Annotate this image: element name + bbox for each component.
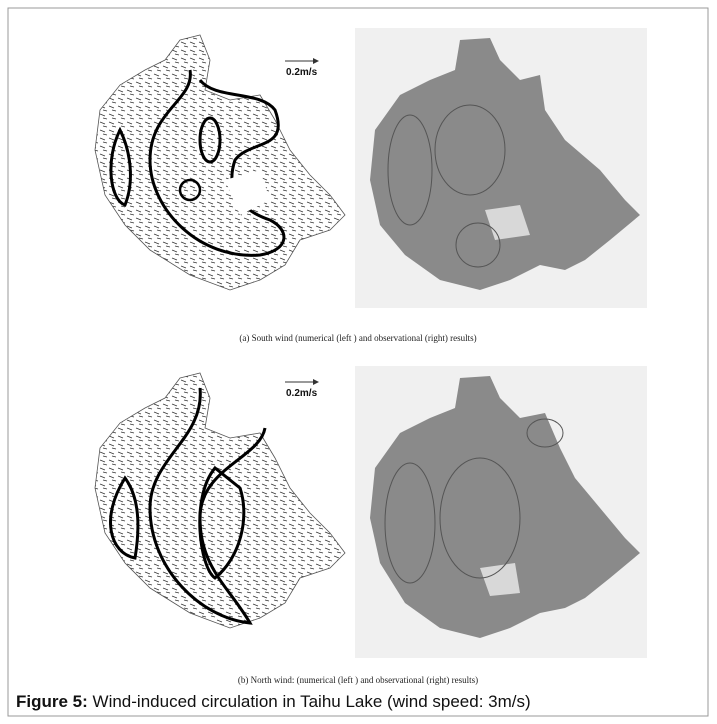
scale-label: 0.2m/s xyxy=(286,67,318,78)
figure: 0.2m/s (a) South wind (numerical (left )… xyxy=(0,0,717,724)
flow-field xyxy=(95,373,345,628)
panel: 0.2m/s (a) South wind (numerical (left )… xyxy=(95,28,647,343)
figure-caption: Figure 5: Wind-induced circulation in Ta… xyxy=(16,692,531,711)
observational-result xyxy=(355,366,647,658)
figure-label: Figure 5: xyxy=(16,692,88,711)
panel: 0.2m/s (b) North wind: (numerical (left … xyxy=(95,366,647,685)
sub-caption: (b) North wind: (numerical (left ) and o… xyxy=(238,675,478,685)
numerical-result: 0.2m/s xyxy=(95,373,345,628)
sub-caption: (a) South wind (numerical (left ) and ob… xyxy=(239,333,476,343)
scale-label: 0.2m/s xyxy=(286,388,318,399)
observational-result xyxy=(355,28,647,308)
figure-text: Wind-induced circulation in Taihu Lake (… xyxy=(93,692,531,711)
numerical-result: 0.2m/s xyxy=(95,35,345,290)
